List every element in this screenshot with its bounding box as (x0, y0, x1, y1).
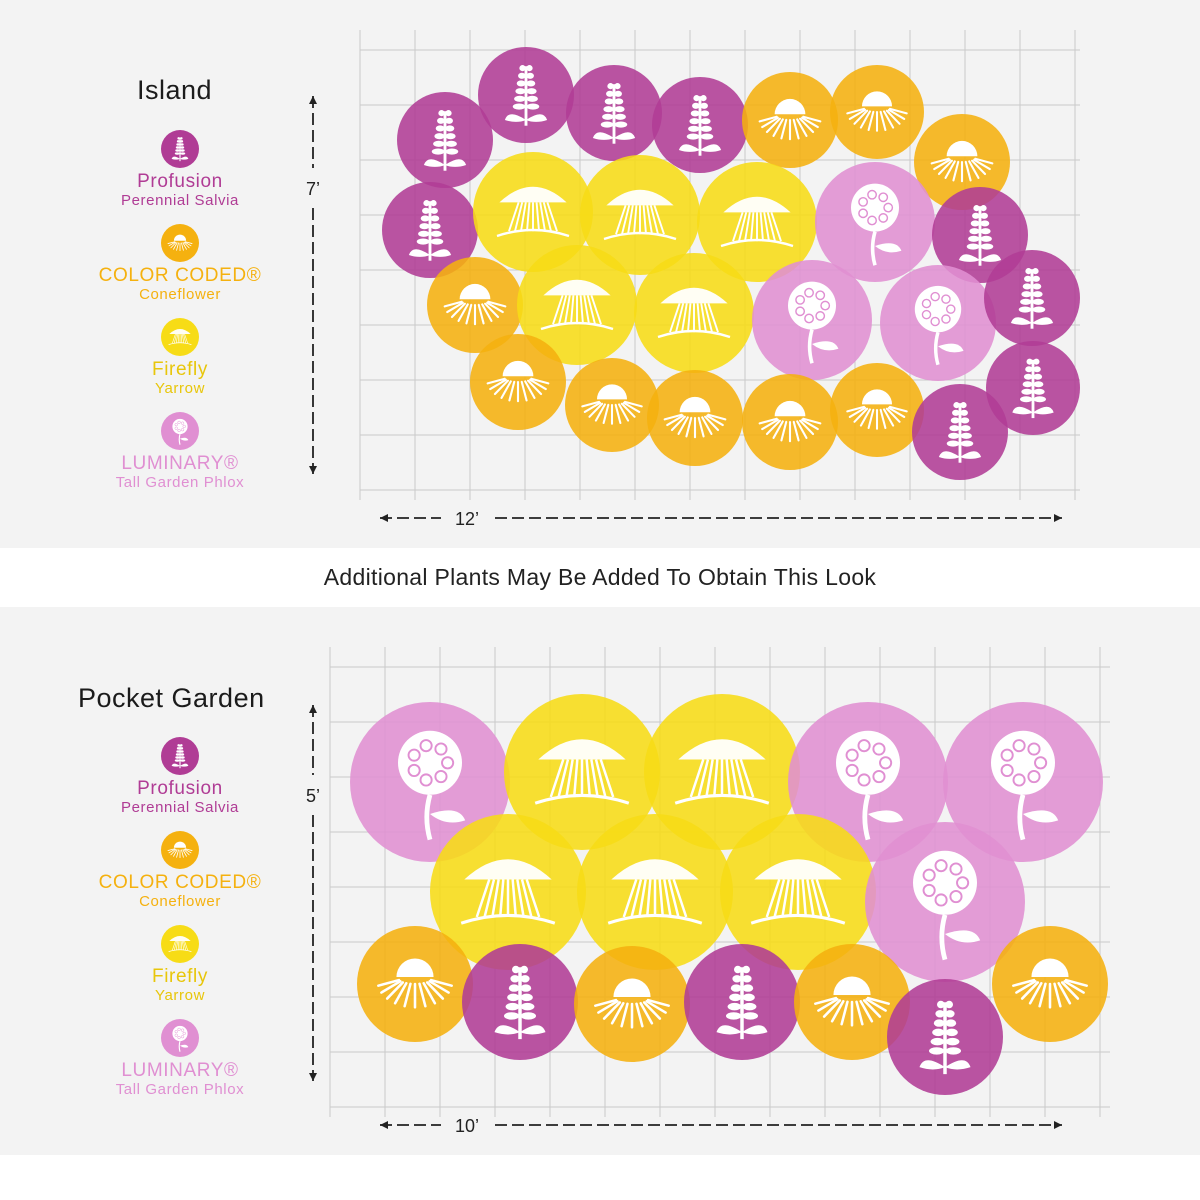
coneflower-icon (161, 224, 199, 262)
legend-name: LUMINARY® (121, 453, 239, 474)
plant-yarrow (634, 253, 754, 373)
plant-coneflower (647, 370, 743, 466)
legend-item-salvia: Profusion Perennial Salvia (90, 737, 270, 817)
salvia-icon (161, 130, 199, 168)
phlox-icon (161, 412, 199, 450)
island-panel: Island Profusion Perennial Salvia COLOR CO… (0, 0, 1200, 548)
plant-yarrow (517, 245, 637, 365)
plant-salvia (462, 944, 578, 1060)
pocket-garden-title: Pocket Garden (78, 683, 265, 713)
plant-coneflower (565, 358, 659, 452)
legend-item-yarrow: Firefly Yarrow (90, 925, 270, 1005)
legend-item-coneflower: COLOR CODED® Coneflower (90, 224, 270, 304)
plant-circles (382, 47, 1080, 480)
salvia-icon (161, 737, 199, 775)
coneflower-icon (161, 831, 199, 869)
plant-yarrow (580, 155, 700, 275)
plant-yarrow (430, 814, 586, 970)
plant-salvia (912, 384, 1008, 480)
plant-coneflower (992, 926, 1108, 1042)
plant-coneflower (427, 257, 523, 353)
plant-phlox (943, 702, 1103, 862)
plant-salvia (478, 47, 574, 143)
plant-phlox (815, 162, 935, 282)
legend-sub: Coneflower (139, 286, 221, 303)
plant-coneflower (470, 334, 566, 430)
legend-sub: Perennial Salvia (121, 192, 239, 209)
legend-sub: Yarrow (155, 987, 205, 1004)
legend-sub: Yarrow (155, 380, 205, 397)
plant-salvia (652, 77, 748, 173)
legend-name: LUMINARY® (121, 1060, 239, 1081)
plant-salvia (684, 944, 800, 1060)
legend-sub: Tall Garden Phlox (115, 474, 245, 491)
legend-item-yarrow: Firefly Yarrow (90, 318, 270, 398)
plant-phlox (350, 702, 510, 862)
plant-coneflower (830, 65, 924, 159)
legend-name: Profusion (137, 171, 223, 192)
plant-phlox (865, 822, 1025, 982)
plant-coneflower (742, 72, 838, 168)
plant-yarrow (473, 152, 593, 272)
legend-name: Firefly (152, 966, 208, 987)
plant-coneflower (742, 374, 838, 470)
additional-plants-banner: Additional Plants May Be Added To Obtain… (323, 564, 877, 590)
plant-yarrow (644, 694, 800, 850)
width-dimension: 10’ (380, 1116, 1062, 1136)
height-label: 7’ (306, 179, 320, 199)
legend-sub: Tall Garden Phlox (115, 1081, 245, 1098)
legend-item-salvia: Profusion Perennial Salvia (90, 130, 270, 210)
plant-yarrow (697, 162, 817, 282)
height-dimension: 7’ (306, 96, 320, 474)
yarrow-icon (161, 925, 199, 963)
width-label: 10’ (455, 1116, 479, 1136)
yarrow-icon (161, 318, 199, 356)
height-label: 5’ (306, 786, 320, 806)
pocket-garden-panel: Pocket Garden Profusion Perennial Salvia C… (0, 607, 1200, 1155)
plant-yarrow (577, 814, 733, 970)
plant-coneflower (914, 114, 1010, 210)
phlox-icon (161, 1019, 199, 1057)
plant-yarrow (504, 694, 660, 850)
legend-item-phlox: LUMINARY® Tall Garden Phlox (90, 412, 270, 492)
height-dimension: 5’ (306, 705, 320, 1081)
island-title: Island (137, 75, 213, 105)
plant-salvia (397, 92, 493, 188)
legend-name: COLOR CODED® (98, 265, 262, 286)
legend-name: Profusion (137, 778, 223, 799)
island-planting-plan: 12’ 7’ (306, 30, 1080, 529)
plant-coneflower (794, 944, 910, 1060)
legend-name: Firefly (152, 359, 208, 380)
plant-salvia (984, 250, 1080, 346)
plant-coneflower (830, 363, 924, 457)
pocket-garden-planting-plan: 10’ 5’ (306, 647, 1110, 1136)
plant-phlox (752, 260, 872, 380)
legend-name: COLOR CODED® (98, 872, 262, 893)
plant-salvia (932, 187, 1028, 283)
width-dimension: 12’ (380, 509, 1062, 529)
plant-salvia (566, 65, 662, 161)
plant-salvia (382, 182, 478, 278)
plant-circles (350, 694, 1108, 1095)
plant-phlox (880, 265, 996, 381)
legend-sub: Coneflower (139, 893, 221, 910)
plant-salvia (986, 341, 1080, 435)
width-label: 12’ (455, 509, 479, 529)
legend-item-coneflower: COLOR CODED® Coneflower (90, 831, 270, 911)
legend-item-phlox: LUMINARY® Tall Garden Phlox (90, 1019, 270, 1099)
plant-yarrow (720, 814, 876, 970)
plant-coneflower (357, 926, 473, 1042)
plant-salvia (887, 979, 1003, 1095)
legend-sub: Perennial Salvia (121, 799, 239, 816)
plant-coneflower (574, 946, 690, 1062)
